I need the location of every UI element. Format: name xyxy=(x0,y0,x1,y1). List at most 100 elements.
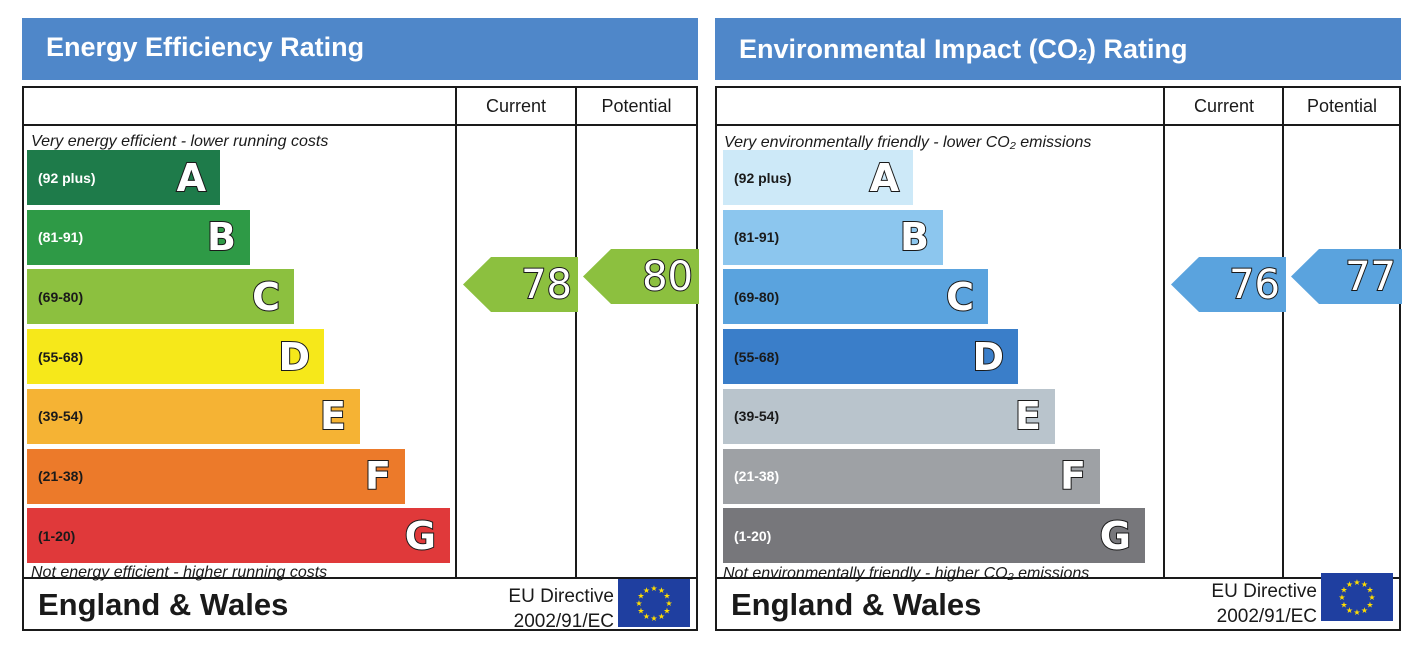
potential-rating-arrow: 77 xyxy=(1291,249,1402,305)
eu-star-icon: ★ xyxy=(643,612,650,621)
footer: England & Wales EU Directive 2002/91/EC … xyxy=(717,573,1399,629)
region-label: England & Wales xyxy=(731,587,982,622)
band-bar-d: (55-68) D xyxy=(27,329,324,385)
header-row xyxy=(24,88,696,126)
eu-star-icon: ★ xyxy=(635,599,642,608)
band-bar-e: (39-54) E xyxy=(27,388,360,444)
band-bar-a: (92 plus) A xyxy=(723,150,913,205)
column-divider xyxy=(455,88,457,579)
band-letter: C xyxy=(945,274,975,320)
eu-star-icon: ★ xyxy=(1353,578,1360,587)
chart-title-text: Environmental Impact (CO2) Rating xyxy=(739,33,1188,64)
band-bar-a: (92 plus) A xyxy=(27,150,220,205)
eu-star-icon: ★ xyxy=(1346,606,1353,615)
eu-star-icon: ★ xyxy=(1338,593,1345,602)
band-bar-b: (81-91) B xyxy=(723,209,943,265)
note-top: Very energy efficient - lower running co… xyxy=(31,133,329,150)
eu-flag-icon: ★ ★ ★ ★ ★ ★ ★ ★ ★ ★ ★ ★ xyxy=(1321,573,1393,621)
potential-rating-arrow-shape xyxy=(583,249,699,305)
band-bar-d: (55-68) D xyxy=(723,329,1018,385)
header-row xyxy=(717,88,1399,126)
directive-line1: EU Directive xyxy=(1211,581,1317,602)
eu-star-icon: ★ xyxy=(663,592,670,601)
potential-rating-arrow-shape xyxy=(1291,249,1402,305)
potential-rating-arrow: 80 xyxy=(583,249,699,305)
eu-star-icon: ★ xyxy=(665,599,672,608)
eu-star-icon: ★ xyxy=(650,614,657,623)
band-bar-f: (21-38) F xyxy=(27,448,405,504)
band-letter: D xyxy=(277,334,311,380)
environmental-impact-chart: Environmental Impact (CO2) Rating Curren… xyxy=(715,18,1402,631)
chart-title-text: Energy Efficiency Rating xyxy=(46,32,365,62)
band-letter: D xyxy=(971,334,1005,380)
chart-frame: Current Potential Very environmentally f… xyxy=(715,86,1402,631)
col-header-current: Current xyxy=(1193,95,1255,116)
col-header-potential: Potential xyxy=(601,95,672,116)
eu-star-icon: ★ xyxy=(1368,593,1375,602)
potential-rating-arrow-value: 77 xyxy=(1344,253,1397,301)
column-divider xyxy=(575,88,577,579)
potential-rating-arrow-value: 80 xyxy=(641,253,694,301)
band-bar-g: (1-20) G xyxy=(27,508,450,564)
chart-frame: Current Potential Very energy efficient … xyxy=(22,86,699,632)
current-rating-arrow-shape xyxy=(1171,257,1286,313)
col-header-current: Current xyxy=(485,95,547,116)
eu-star-icon: ★ xyxy=(1353,608,1360,617)
column-divider xyxy=(1282,88,1284,579)
eu-star-icon: ★ xyxy=(663,607,670,616)
column-divider xyxy=(1163,88,1165,579)
eu-star-icon: ★ xyxy=(1361,580,1368,589)
band-range-label: (81-91) xyxy=(734,229,780,246)
eu-star-icon: ★ xyxy=(658,586,665,595)
band-letter: F xyxy=(364,453,392,499)
band-letter: F xyxy=(1059,453,1087,499)
eu-star-icon: ★ xyxy=(1366,601,1373,610)
current-rating-arrow-shape xyxy=(463,257,578,313)
band-range-label: (1-20) xyxy=(734,527,772,544)
chart-title: Environmental Impact (CO2) Rating xyxy=(715,18,1401,80)
eu-stars-icon: ★★★★★★★★★ ★ ★★ xyxy=(1338,578,1375,617)
band-letter: C xyxy=(251,274,281,320)
band-range-label: (69-80) xyxy=(38,288,84,305)
current-rating-arrow-value: 76 xyxy=(1228,261,1281,309)
band-letter: G xyxy=(1099,513,1132,559)
eu-star-icon: ★ xyxy=(1346,580,1353,589)
band-range-label: (55-68) xyxy=(734,348,780,365)
eu-star-icon: ★ xyxy=(658,612,665,621)
energy-efficiency-chart: Energy Efficiency Rating Current Potenti… xyxy=(22,18,699,632)
col-header-potential: Potential xyxy=(1306,95,1378,116)
directive-line2: 2002/91/EC xyxy=(513,611,614,632)
eu-star-icon: ★ xyxy=(1340,586,1347,595)
region-label: England & Wales xyxy=(38,587,289,622)
eu-star-icon: ★ xyxy=(637,607,644,616)
eu-star-icon: ★ xyxy=(650,584,657,593)
band-range-label: (81-91) xyxy=(38,229,84,246)
note-bottom: Not energy efficient - higher running co… xyxy=(31,564,328,581)
band-bar-b: (81-91) B xyxy=(27,209,250,265)
band-range-label: (55-68) xyxy=(38,348,84,365)
eu-flag-icon: ★ ★ ★ ★ ★ ★ ★ ★ ★ ★ ★ ★ xyxy=(618,579,690,627)
band-letter: A xyxy=(176,155,207,201)
band-bar-f: (21-38) F xyxy=(723,448,1100,504)
band-letter: G xyxy=(404,513,437,559)
band-bar-e: (39-54) E xyxy=(723,388,1055,444)
chart-title: Energy Efficiency Rating xyxy=(22,18,698,80)
directive-line1: EU Directive xyxy=(508,586,614,607)
eu-directive: EU Directive 2002/91/EC xyxy=(1211,579,1317,629)
band-range-label: (21-38) xyxy=(734,468,780,484)
band-range-label: (39-54) xyxy=(38,408,84,425)
band-bar-c: (69-80) C xyxy=(723,269,988,325)
eu-star-icon: ★ xyxy=(1361,606,1368,615)
band-letter: E xyxy=(1014,393,1042,439)
current-rating-arrow-value: 78 xyxy=(520,261,573,309)
band-range-label: (39-54) xyxy=(734,408,780,425)
current-rating-arrow: 76 xyxy=(1171,257,1286,313)
eu-star-icon: ★ xyxy=(1340,601,1347,610)
band-letter: A xyxy=(869,155,900,201)
eu-star-icon: ★ xyxy=(1366,586,1373,595)
note-top: Very environmentally friendly - lower CO… xyxy=(724,134,1092,151)
band-bar-c: (69-80) C xyxy=(27,269,294,325)
band-range-label: (92 plus) xyxy=(38,169,96,186)
band-letter: B xyxy=(206,214,237,260)
eu-stars-icon: ★★★★★★★★★ ★ ★★ xyxy=(635,584,672,623)
